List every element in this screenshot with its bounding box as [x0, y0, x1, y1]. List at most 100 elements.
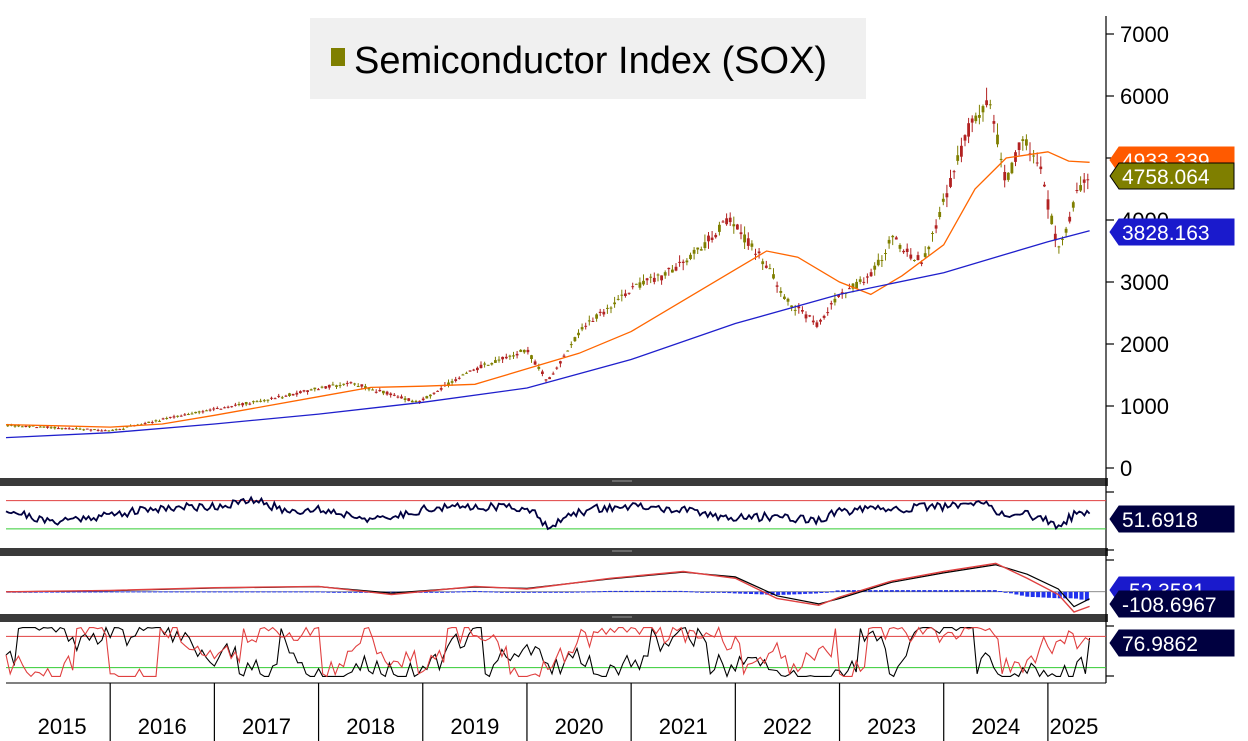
price-candle	[1075, 190, 1079, 191]
macd-histogram-bar	[445, 591, 450, 593]
price-candle	[335, 385, 338, 387]
price-candle	[866, 276, 869, 278]
macd-histogram-bar	[1025, 591, 1030, 597]
x-tick-label: 2015	[38, 714, 87, 739]
price-candle	[367, 388, 371, 390]
price-candle	[165, 418, 169, 419]
macd-histogram-bar	[916, 590, 921, 592]
macd-histogram-bar	[819, 591, 824, 593]
price-candle	[270, 397, 273, 399]
macd-histogram-bar	[673, 590, 678, 592]
price-candle	[78, 428, 82, 430]
macd-histogram-bar	[776, 591, 781, 595]
macd-histogram-bar	[158, 591, 163, 593]
price-candle	[385, 391, 389, 395]
price-candle	[190, 413, 194, 415]
price-candle	[754, 253, 757, 255]
macd-histogram-bar	[88, 591, 92, 593]
macd-histogram-bar	[120, 591, 125, 593]
price-candle	[577, 332, 580, 336]
price-candle	[797, 306, 801, 309]
price-candle	[674, 266, 678, 271]
price-candle	[559, 361, 562, 364]
x-tick-label: 2022	[763, 714, 812, 739]
price-candle	[183, 414, 187, 416]
macd-histogram-bar	[543, 591, 548, 593]
macd-histogram-bar	[521, 591, 526, 593]
price-candle	[299, 391, 302, 394]
macd-histogram-bar	[846, 590, 851, 592]
price-candle	[902, 250, 905, 253]
price-candle	[941, 198, 945, 202]
macd-histogram-bar	[1041, 591, 1046, 598]
price-candle	[1025, 139, 1028, 146]
price-candle	[988, 104, 992, 106]
macd-histogram-bar	[911, 590, 916, 592]
price-candle	[497, 359, 501, 361]
macd-histogram-bar	[451, 591, 455, 593]
macd-histogram-bar	[272, 591, 277, 593]
price-candle	[718, 224, 721, 232]
macd-histogram-bar	[1063, 591, 1068, 599]
price-candle	[573, 337, 577, 342]
long-average-value-tag	[1109, 218, 1235, 246]
price-candle	[208, 409, 212, 411]
price-candle	[306, 390, 309, 392]
price-candle	[100, 430, 104, 432]
price-candle	[378, 390, 382, 392]
price-candle	[515, 353, 519, 356]
macd-histogram-bar	[646, 590, 650, 592]
macd-histogram-bar	[927, 590, 932, 592]
panel-separator	[0, 614, 1108, 622]
price-candle	[313, 387, 317, 390]
macd-histogram-bar	[564, 591, 569, 593]
macd-histogram-bar	[142, 591, 147, 593]
price-candle	[970, 118, 974, 123]
price-candle	[176, 415, 179, 417]
price-candle	[60, 427, 64, 429]
macd-histogram-bar	[44, 591, 49, 593]
price-candle	[1064, 228, 1068, 233]
macd-histogram-bar	[196, 591, 201, 593]
price-candle	[28, 426, 31, 428]
price-candle	[284, 395, 288, 397]
stochastic-value-tag-text: 76.9862	[1122, 633, 1198, 656]
price-candle	[125, 426, 129, 428]
price-candle	[1068, 216, 1072, 222]
price-candle	[667, 267, 671, 270]
price-candle	[739, 232, 743, 235]
price-candle	[20, 426, 24, 428]
y-tick-label: 0	[1120, 456, 1132, 481]
price-candle	[750, 243, 754, 247]
price-candle	[302, 390, 306, 392]
legend-swatch	[331, 48, 345, 66]
price-candle	[613, 302, 616, 305]
price-candle	[920, 262, 923, 264]
macd-histogram-bar	[526, 591, 531, 593]
macd-histogram-bar	[559, 591, 564, 593]
macd-histogram-bar	[841, 590, 846, 592]
price-candle	[371, 389, 374, 391]
price-candle	[288, 393, 291, 396]
macd-histogram-bar	[635, 590, 640, 592]
macd-histogram-bar	[694, 591, 699, 593]
macd-histogram-bar	[483, 591, 488, 593]
price-candle	[609, 307, 613, 309]
price-candle	[89, 429, 93, 431]
price-candle	[338, 385, 342, 387]
price-candle	[353, 383, 356, 385]
price-candle	[172, 416, 176, 418]
macd-histogram-bar	[266, 591, 271, 593]
macd-histogram-bar	[992, 590, 997, 592]
price-candle	[38, 426, 42, 428]
price-candle	[627, 292, 631, 294]
price-candle	[161, 418, 165, 420]
macd-histogram-bar	[721, 591, 726, 593]
macd-histogram-bar	[201, 591, 206, 593]
price-candle	[201, 411, 205, 413]
price-candle	[219, 408, 223, 410]
macd-histogram-bar	[1009, 591, 1013, 594]
price-candle	[476, 367, 479, 371]
macd-histogram-bar	[153, 591, 157, 593]
macd-histogram-bar	[310, 591, 315, 593]
